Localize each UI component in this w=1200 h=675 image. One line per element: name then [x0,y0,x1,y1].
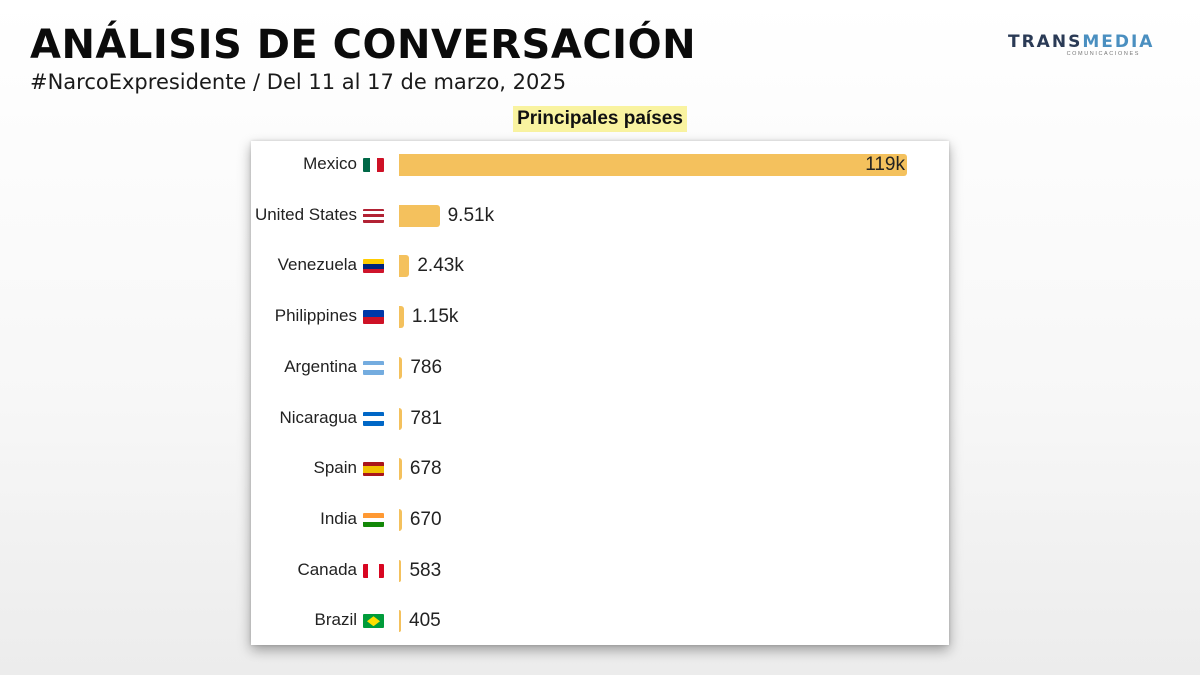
value-label: 405 [409,610,441,632]
category-label: India [320,508,357,528]
category-label: Spain [313,458,357,478]
bar [399,204,440,227]
bar [399,610,401,633]
bar-row: Venezuela 2.43k [251,251,949,281]
value-label: 786 [410,356,443,378]
bar [399,559,402,582]
bar [399,154,907,176]
value-label: 9.51k [447,204,495,226]
category-label: United States [254,204,357,224]
bar [399,255,410,278]
page-title: ANÁLISIS DE CONVERSACIÓN [30,22,697,68]
logo-subtext: COMUNICACIONES [1066,51,1140,57]
bar-row: Mexico 119k [251,150,949,180]
bar-row: United States 9.51k [251,201,949,231]
philippines-flag-icon [363,310,384,325]
logo-text-media: MEDIA [1082,32,1155,52]
bar-row: Argentina 786 [251,353,949,383]
mexico-flag-icon [363,158,384,172]
bar-chart-card: Mexico 119k United States 9.51k Venezuela 2.4… [251,141,949,645]
bar-row: Brazil 405 [251,606,949,636]
spain-flag-icon [363,462,384,477]
bar [399,458,402,481]
argentina-flag-icon [363,360,384,375]
value-label: 2.43k [417,255,464,277]
page-subtitle: #NarcoExpresidente / Del 11 al 17 de mar… [30,70,567,94]
india-flag-icon [363,512,384,527]
bar [399,407,403,430]
bar [399,508,402,531]
value-label: 1.15k [411,306,459,328]
canada-flag-icon [363,563,384,578]
nicaragua-flag-icon [363,411,384,426]
category-label: Nicaragua [279,407,358,427]
venezuela-flag-icon [363,259,384,274]
bar-row: India 670 [251,505,949,535]
value-label: 670 [409,508,442,530]
bar-row: Canada 583 [251,556,949,586]
category-label: Philippines [274,306,357,326]
value-label: 781 [410,407,443,429]
chart-title: Principales países [513,106,687,132]
category-label: Argentina [284,356,357,376]
category-label: Brazil [314,610,357,630]
category-label: Canada [297,559,357,579]
category-label: Venezuela [277,255,357,275]
bar-row: Nicaragua 781 [251,404,949,434]
value-label: 119k [865,154,905,175]
transmedia-logo: TRANSMEDIA COMUNICACIONES [1008,32,1152,57]
category-label: Mexico [303,154,357,173]
bar [399,356,403,379]
bar-row: Philippines 1.15k [251,302,949,332]
value-label: 678 [409,458,442,480]
bar-row: Spain 678 [251,454,949,484]
bar [399,306,404,329]
us-flag-icon [363,208,384,223]
logo-text-trans: TRANS [1008,32,1083,52]
value-label: 583 [409,559,442,581]
brazil-flag-icon [363,614,384,629]
